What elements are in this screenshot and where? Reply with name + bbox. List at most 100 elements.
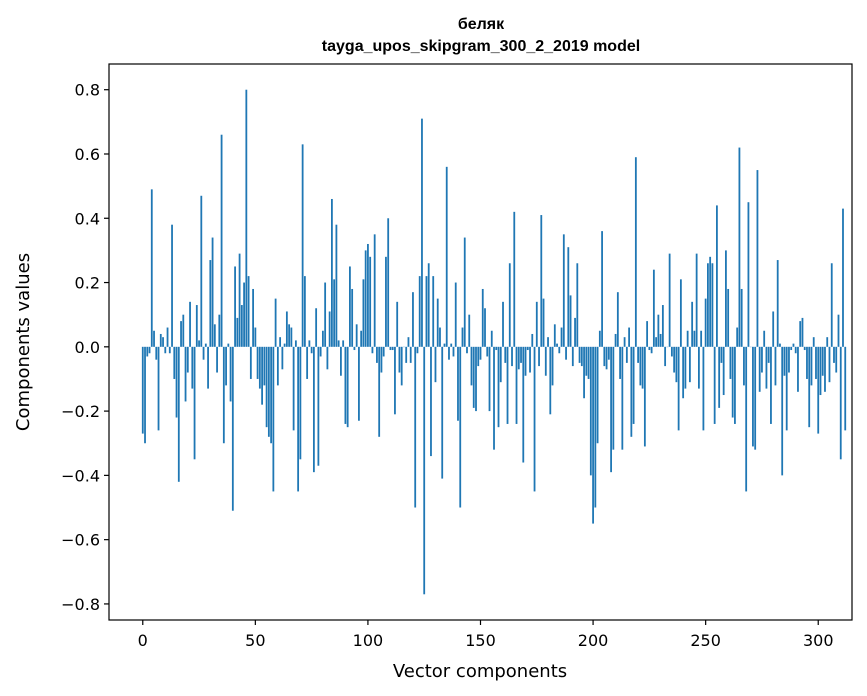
y-tick-label: 0.8 [75, 81, 100, 100]
bar [283, 343, 286, 347]
bar [159, 333, 162, 347]
bar [182, 314, 185, 347]
bar [801, 317, 804, 347]
y-tick-label: 0.2 [75, 274, 100, 293]
bar [499, 346, 502, 383]
bar [610, 346, 612, 473]
bar [263, 346, 266, 386]
bar [222, 346, 225, 444]
bar [434, 346, 437, 383]
bar [650, 346, 653, 354]
bar [844, 346, 847, 431]
bar [776, 260, 779, 347]
y-tick-label: −0.8 [61, 595, 100, 614]
bar [457, 346, 459, 421]
bar [281, 346, 284, 370]
bar [394, 346, 396, 415]
bar [315, 308, 318, 347]
bar [583, 346, 585, 399]
bar [612, 346, 615, 450]
bar [279, 337, 282, 347]
bar [506, 346, 509, 424]
bar [713, 346, 716, 424]
bar [531, 333, 534, 347]
bar [747, 202, 750, 347]
bar [220, 134, 223, 347]
bar [382, 346, 385, 357]
bar [695, 253, 698, 347]
bar [452, 346, 455, 357]
bar [540, 215, 543, 347]
bar [407, 337, 410, 347]
bar [535, 301, 538, 347]
bar [729, 346, 732, 379]
bar [794, 346, 797, 354]
bar [763, 330, 766, 347]
bar [837, 314, 840, 347]
bar [337, 340, 340, 347]
bar [468, 314, 471, 347]
bar [664, 346, 667, 367]
bar [709, 256, 712, 347]
bar [367, 243, 369, 347]
bar [785, 346, 788, 431]
bar [162, 337, 164, 347]
bar [806, 346, 808, 379]
bar [389, 346, 392, 351]
bar [319, 346, 322, 357]
bar [542, 298, 545, 347]
bar [321, 330, 324, 347]
bar [592, 346, 594, 524]
bar [443, 343, 446, 347]
bar [488, 346, 491, 412]
bar [758, 346, 761, 392]
bar [578, 346, 581, 363]
bar [276, 346, 279, 386]
bar [258, 346, 261, 389]
bar [585, 346, 588, 376]
bar [344, 346, 347, 424]
bar [767, 346, 770, 363]
bar [391, 346, 394, 351]
bar [815, 346, 817, 379]
bar [445, 166, 448, 347]
bar [792, 343, 795, 347]
bar [180, 321, 182, 347]
bar [229, 346, 232, 402]
bar [781, 346, 784, 476]
bar [247, 276, 250, 347]
bar [168, 346, 171, 354]
bar [294, 340, 297, 347]
bar [513, 211, 516, 347]
bar [560, 327, 563, 347]
bar [783, 346, 786, 376]
bar [405, 346, 408, 363]
bar [342, 340, 345, 347]
bar [340, 346, 342, 376]
y-tick-label: −0.6 [61, 531, 100, 550]
bar [508, 263, 511, 347]
bar [195, 305, 198, 347]
bar [704, 298, 707, 347]
bar [842, 208, 844, 347]
bar [655, 337, 658, 347]
bar [475, 346, 477, 412]
bar [682, 346, 685, 399]
bar [416, 346, 419, 354]
bar [479, 346, 482, 360]
x-tick-label: 0 [138, 631, 148, 650]
bar [774, 346, 777, 386]
bar [752, 346, 754, 447]
bar [547, 337, 549, 347]
bar [515, 346, 518, 424]
y-axis-label: Components values [13, 253, 34, 431]
bar [328, 311, 331, 347]
bar [349, 266, 351, 347]
bar [312, 346, 315, 473]
bar [331, 198, 333, 347]
bar [146, 346, 149, 357]
bar [797, 346, 799, 392]
bar [718, 346, 721, 408]
